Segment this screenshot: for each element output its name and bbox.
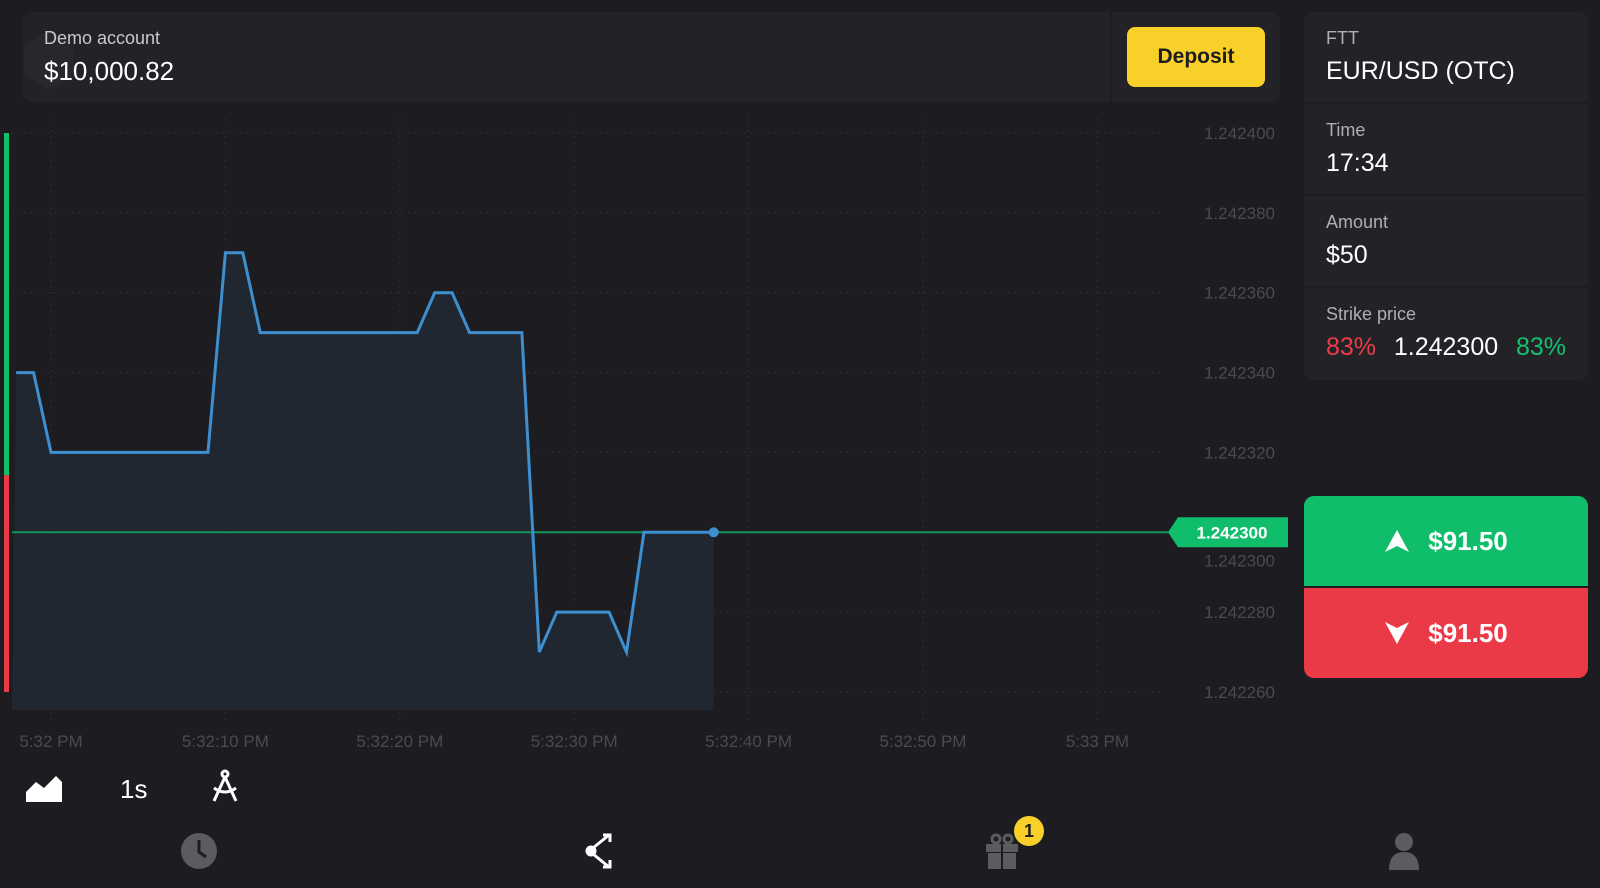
- x-tick-label: 5:32:50 PM: [880, 732, 967, 751]
- amount-label: Amount: [1326, 212, 1389, 232]
- area-chart-icon: [26, 776, 62, 802]
- time-value: 17:34: [1326, 149, 1389, 177]
- strike-value: 1.242300: [1393, 333, 1499, 361]
- chart-type-button[interactable]: [26, 774, 62, 809]
- gift-icon: [986, 833, 1018, 869]
- account-header: Demo account $10,000.82 Deposit: [22, 12, 1280, 102]
- y-tick-label: 1.242320: [1204, 443, 1275, 462]
- y-tick-label: 1.242260: [1204, 683, 1275, 702]
- share-icon: [585, 833, 612, 869]
- down-payout: $91.50: [1428, 617, 1508, 648]
- nav-profile[interactable]: [1388, 832, 1420, 875]
- y-tick-label: 1.242380: [1204, 204, 1275, 223]
- buy-up-button[interactable]: $91.50: [1304, 496, 1588, 586]
- strike-label: Strike price: [1326, 304, 1417, 324]
- strike-up-payout: 83%: [1515, 333, 1566, 361]
- price-line: [16, 251, 714, 658]
- deposit-button[interactable]: Deposit: [1127, 27, 1265, 87]
- trade-mode-label: FTT: [1326, 28, 1359, 48]
- compass-icon: [212, 769, 238, 802]
- strike-price-selector[interactable]: Strike price 83% 1.242300 83%: [1304, 288, 1588, 380]
- buy-down-button[interactable]: $91.50: [1304, 588, 1588, 678]
- y-tick-label: 1.242340: [1204, 364, 1275, 383]
- arrow-up-icon: [1385, 530, 1410, 552]
- nav-social-trading[interactable]: [585, 832, 615, 875]
- gift-badge: 1: [1014, 816, 1044, 846]
- x-tick-label: 5:32:10 PM: [182, 732, 269, 751]
- time-selector[interactable]: Time 17:34: [1304, 104, 1588, 194]
- time-label: Time: [1326, 120, 1366, 140]
- up-volume-bar: [4, 133, 9, 476]
- x-tick-label: 5:32:20 PM: [356, 732, 443, 751]
- amount-value: $50: [1326, 241, 1368, 269]
- y-tick-label: 1.242360: [1204, 284, 1275, 303]
- current-price-label: 1.242300: [1197, 523, 1268, 542]
- amount-input[interactable]: Amount $50: [1304, 196, 1588, 286]
- arrow-down-icon: [1385, 622, 1410, 644]
- asset-name: EUR/USD (OTC): [1326, 57, 1515, 85]
- x-tick-label: 5:32:30 PM: [531, 732, 618, 751]
- strike-down-payout: 83%: [1326, 333, 1377, 361]
- current-price-point: [708, 527, 719, 538]
- y-tick-label: 1.242300: [1204, 551, 1275, 570]
- header-divider: [1110, 12, 1112, 102]
- nav-trades-history[interactable]: [180, 832, 218, 875]
- down-volume-bar: [4, 475, 9, 692]
- x-tick-label: 5:32 PM: [19, 732, 82, 751]
- up-payout: $91.50: [1428, 525, 1508, 556]
- account-balance: $10,000.82: [44, 56, 175, 86]
- current-price-tag: [1168, 517, 1288, 548]
- account-type-label[interactable]: Demo account: [44, 28, 161, 48]
- drawing-tools-button[interactable]: [210, 768, 240, 809]
- clock-icon: [181, 833, 217, 869]
- asset-selector[interactable]: FTT EUR/USD (OTC): [1304, 12, 1588, 102]
- price-chart[interactable]: 1.242400 1.242380 1.242360 1.242340 1.242320…: [0, 110, 1300, 760]
- y-tick-label: 1.242280: [1204, 603, 1275, 622]
- x-tick-label: 5:32:40 PM: [705, 732, 792, 751]
- user-icon: [1389, 833, 1419, 870]
- price-area: [12, 252, 714, 711]
- timeframe-button[interactable]: 1s: [120, 774, 148, 804]
- x-tick-label: 5:33 PM: [1066, 732, 1129, 751]
- y-tick-label: 1.242400: [1204, 124, 1275, 143]
- nav-bonuses[interactable]: [985, 832, 1019, 875]
